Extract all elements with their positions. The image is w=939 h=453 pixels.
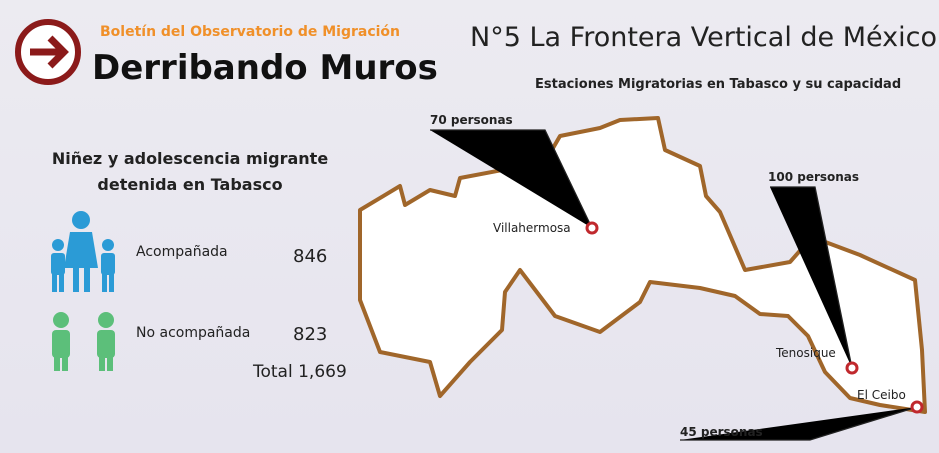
capacity-label: 45 personas bbox=[680, 425, 763, 439]
stats-title: Niñez y adolescencia migrante detenida e… bbox=[51, 149, 329, 194]
row-value: 823 bbox=[293, 324, 328, 345]
total: Total 1,669 bbox=[253, 362, 347, 382]
capacity-label: 70 personas bbox=[430, 113, 513, 127]
issue-title: N°5 La Frontera Vertical de México bbox=[470, 22, 938, 53]
icons-unaccompanied bbox=[52, 312, 115, 371]
logo bbox=[15, 19, 81, 85]
map-title: Estaciones Migratorias en Tabasco y su c… bbox=[535, 77, 902, 92]
station-name: El Ceibo bbox=[857, 388, 906, 402]
station-name: Tenosique bbox=[775, 346, 836, 360]
row-value: 846 bbox=[293, 246, 328, 267]
station-name: Villahermosa bbox=[493, 221, 571, 235]
leaders bbox=[430, 129, 918, 441]
icons-accompanied bbox=[51, 211, 115, 292]
tabasco-map bbox=[358, 116, 927, 414]
capacity-label: 100 personas bbox=[768, 170, 859, 184]
markers bbox=[585, 221, 924, 414]
row-label: Acompañada bbox=[136, 244, 228, 260]
subtitle: Boletín del Observatorio de Migración bbox=[100, 24, 401, 40]
title: Derribando Muros bbox=[92, 48, 438, 88]
row-label: No acompañada bbox=[136, 325, 251, 341]
